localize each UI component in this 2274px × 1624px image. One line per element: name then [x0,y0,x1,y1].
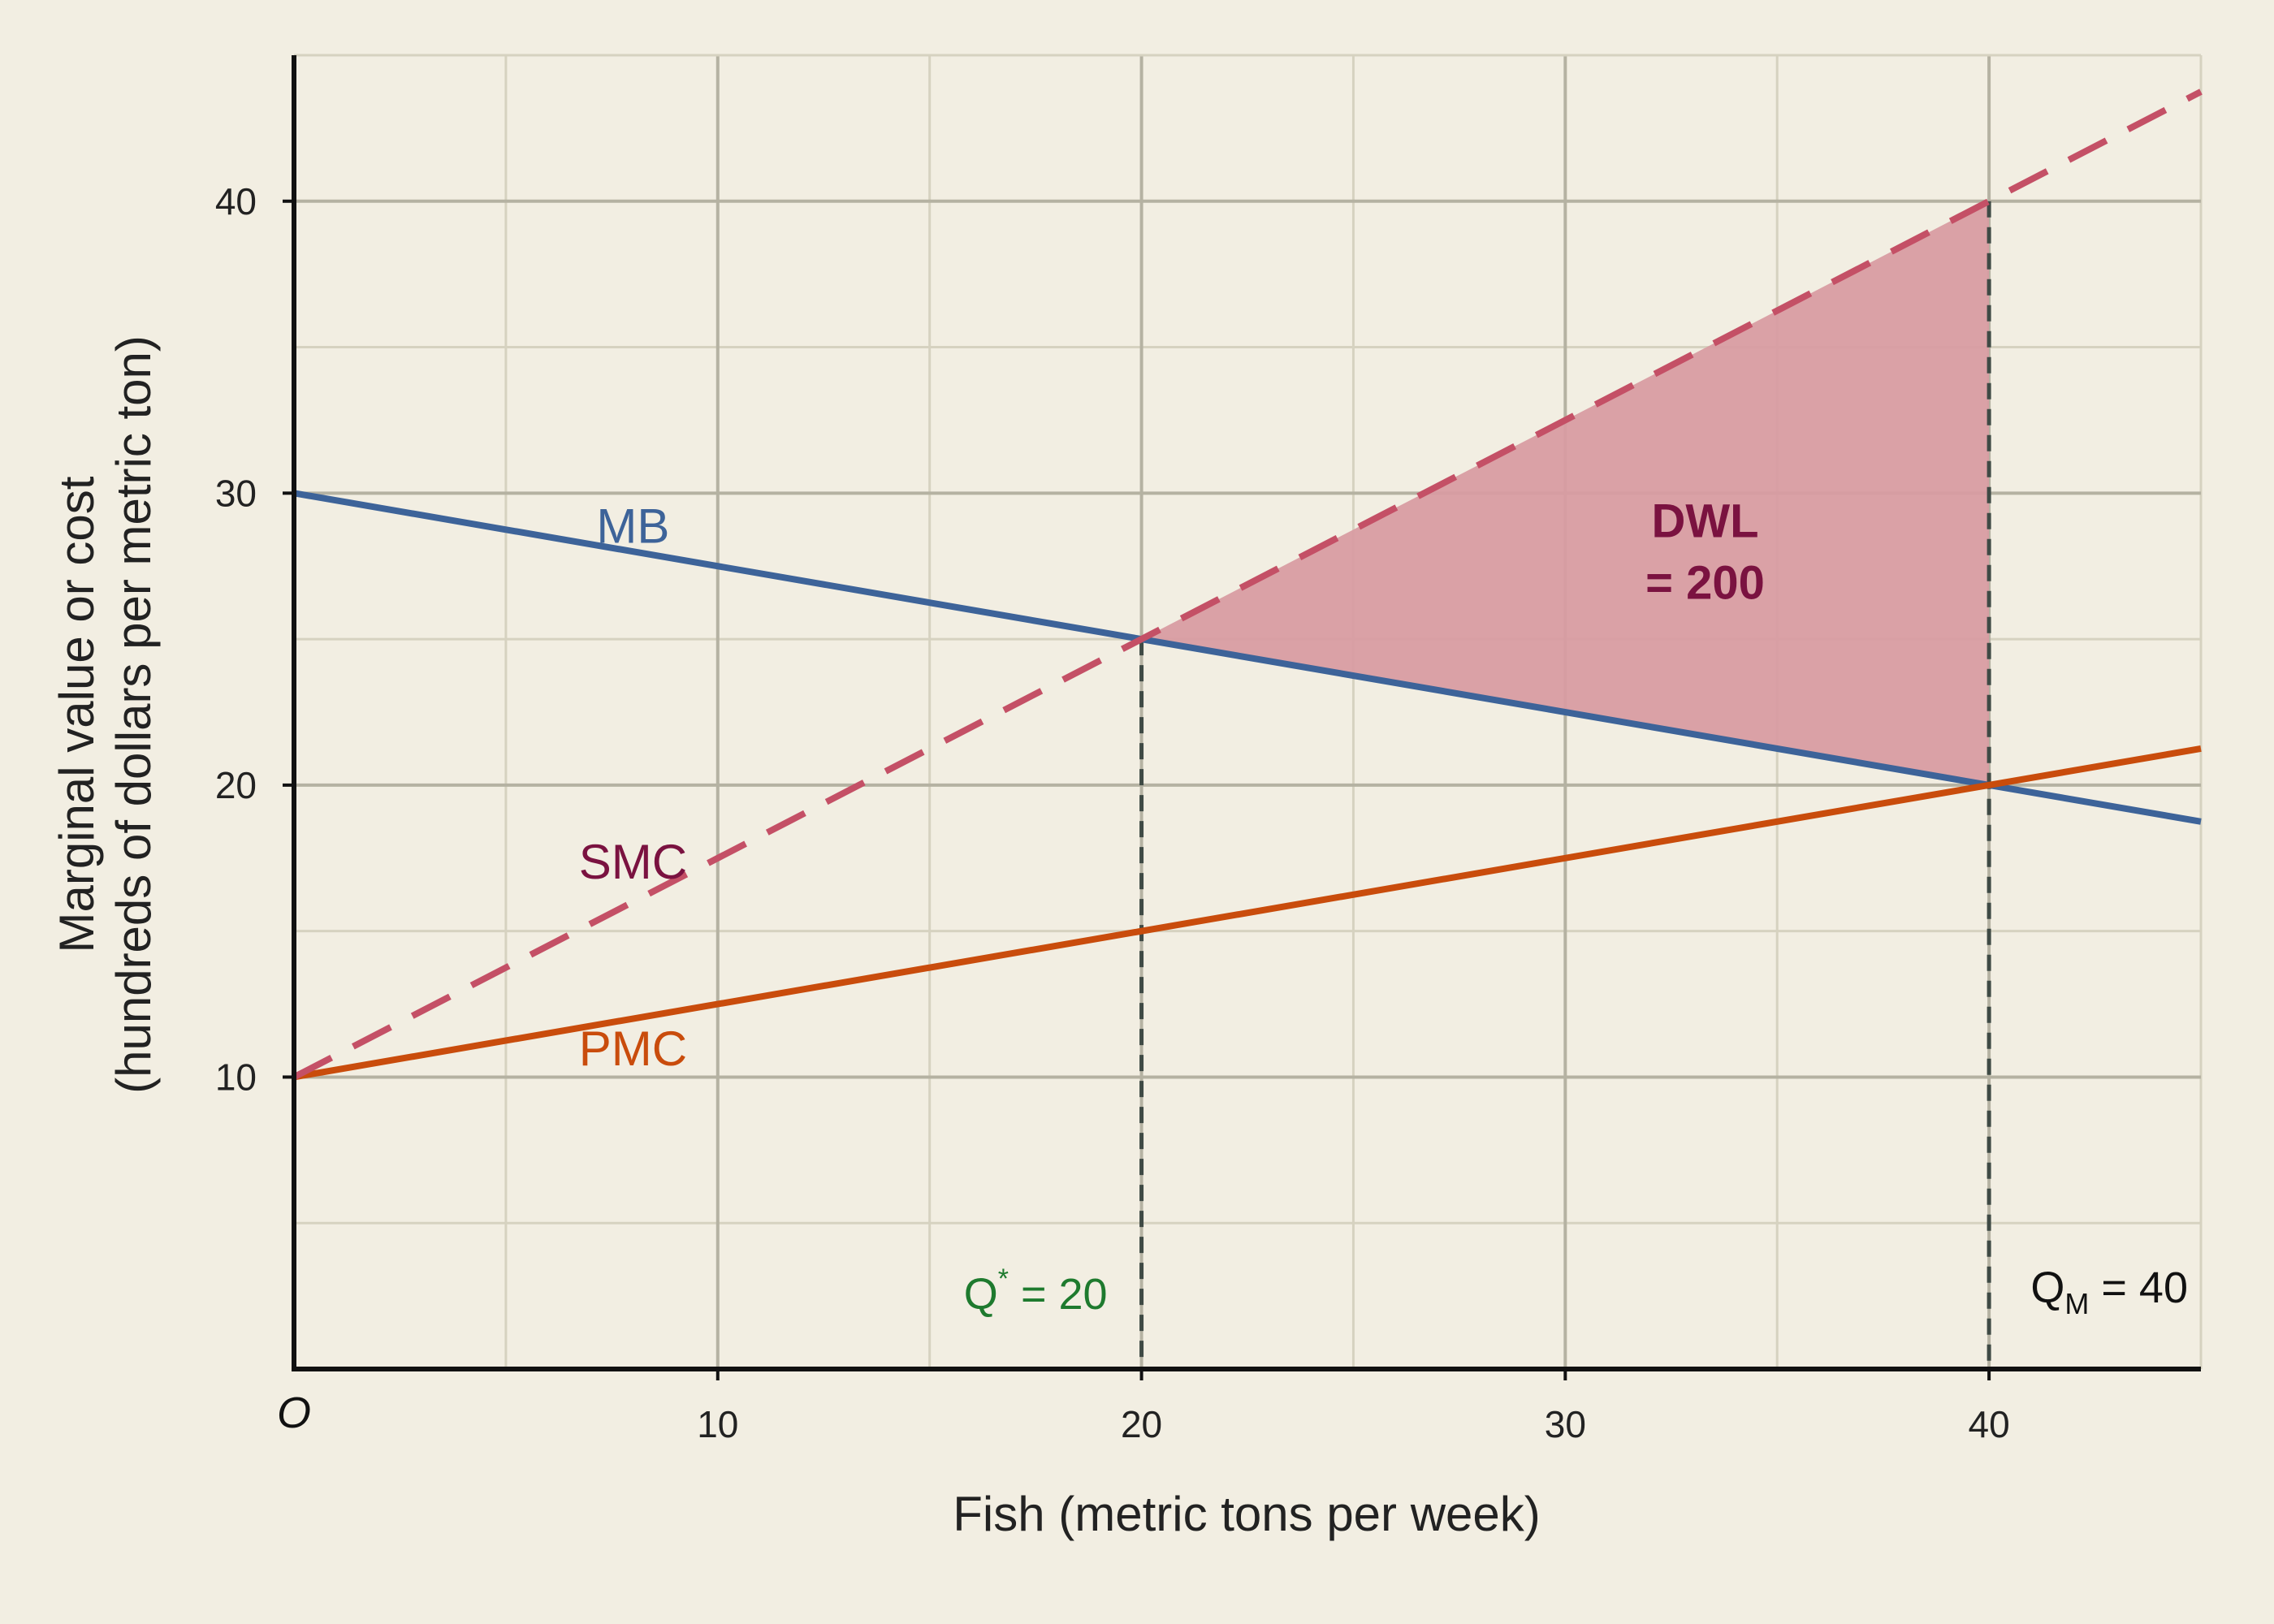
x-tick-label-30: 30 [1545,1403,1586,1445]
series-label-pmc: PMC [579,1021,687,1076]
y-tick-label-40: 40 [215,180,257,222]
dwl-region [1141,201,1990,785]
labels: Fish (metric tons per week) Marginal val… [50,180,2188,1541]
dwl-region-layer [1141,201,1990,785]
series-line-pmc [293,745,2202,1081]
x-tick-label-20: 20 [1121,1403,1162,1445]
origin-label: O [277,1389,311,1437]
y-axis-title-line-2: (hundreds of dollars per metric ton) [106,335,161,1094]
reference-label-2: QM = 40 [2030,1263,2188,1320]
series-label-smc: SMC [579,835,687,889]
y-tick-label-30: 30 [215,472,257,514]
y-tick-label-10: 10 [215,1056,257,1098]
dwl-label: DWL [1651,495,1758,547]
x-tick-label-10: 10 [697,1403,738,1445]
dwl-value: = 200 [1645,556,1765,609]
axes [283,55,2201,1380]
series-line-smc [292,89,2203,1080]
series-layer [292,89,2203,1081]
x-tick-label-40: 40 [1969,1403,2010,1445]
series-line-mb [293,490,2202,825]
y-axis-title-line-1: Marginal value or cost [50,476,104,952]
reference-label-1: Q* = 20 [964,1263,1108,1319]
y-axis-title: Marginal value or cost (hundreds of doll… [50,335,161,1094]
x-axis-title: Fish (metric tons per week) [953,1487,1541,1541]
y-tick-label-20: 20 [215,764,257,806]
series-label-mb: MB [596,499,669,553]
